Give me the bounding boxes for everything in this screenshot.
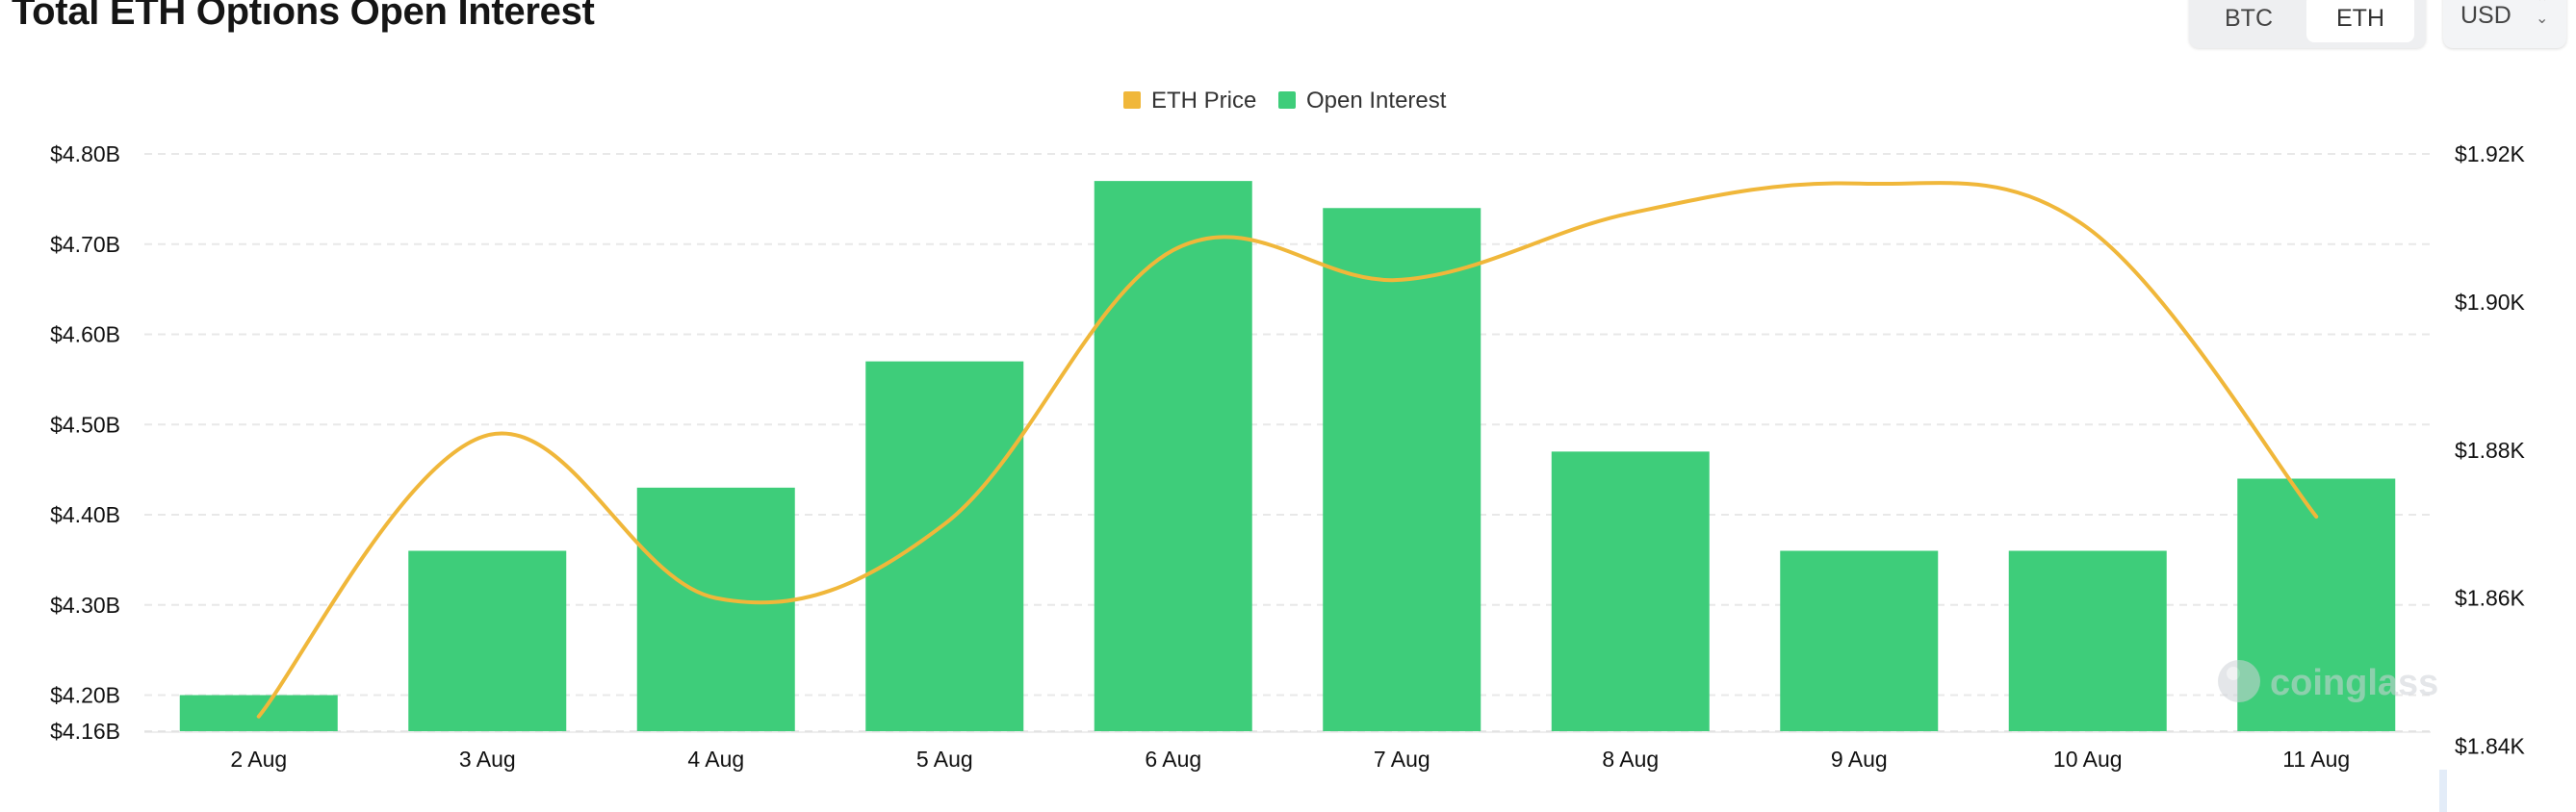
legend-swatch-open-interest <box>1278 91 1296 109</box>
y-axis-left: $4.80B $4.70B $4.60B $4.50B $4.40B $4.30B $4.2… <box>50 141 120 744</box>
y-left-tick-4: $4.40B <box>50 502 120 527</box>
x-tick-4: 6 Aug <box>1145 747 1201 772</box>
x-tick-9: 11 Aug <box>2282 747 2350 772</box>
y-right-tick-4: $1.84K <box>2455 734 2526 759</box>
legend-label-eth-price[interactable]: ETH Price <box>1151 88 1256 114</box>
y-right-tick-2: $1.88K <box>2455 438 2526 463</box>
y-left-tick-0: $4.80B <box>50 141 120 166</box>
x-tick-1: 3 Aug <box>459 747 516 772</box>
watermark: coinglass <box>2218 660 2438 703</box>
watermark-text: coinglass <box>2270 663 2438 703</box>
chevron-updown-icon: ⌃ ⌄ <box>2536 0 2549 27</box>
x-tick-6: 8 Aug <box>1602 747 1659 772</box>
x-tick-3: 5 Aug <box>916 747 973 772</box>
y-left-tick-5: $4.30B <box>50 593 120 618</box>
y-axis-right: $1.92K $1.90K $1.88K $1.86K $1.84K <box>2455 141 2526 759</box>
scrollbar-hint <box>2439 770 2447 812</box>
legend-label-open-interest[interactable]: Open Interest <box>1306 88 1447 114</box>
bar-10-aug <box>2008 550 2167 731</box>
x-tick-7: 9 Aug <box>1831 747 1888 772</box>
asset-toggle: BTC ETH <box>2189 0 2426 48</box>
y-left-tick-1: $4.70B <box>50 232 120 257</box>
bar-series-open-interest <box>179 181 2396 731</box>
bar-7-aug <box>1323 208 1481 731</box>
chart-legend: ETH Price Open Interest <box>1123 88 1447 114</box>
x-axis: 2 Aug 3 Aug 4 Aug 5 Aug 6 Aug 7 Aug 8 Aug 9 Aug… <box>144 731 2431 772</box>
coinglass-logo-inner <box>2227 667 2240 680</box>
currency-select[interactable]: USD ⌃ ⌄ <box>2443 0 2566 48</box>
y-right-tick-3: $1.86K <box>2455 586 2526 611</box>
x-tick-8: 10 Aug <box>2053 747 2123 772</box>
x-tick-0: 2 Aug <box>230 747 287 772</box>
asset-tab-eth[interactable]: ETH <box>2306 0 2414 42</box>
coinglass-logo-icon <box>2218 660 2260 702</box>
legend-swatch-eth-price <box>1123 91 1141 109</box>
bar-11-aug <box>2237 478 2396 731</box>
y-right-tick-0: $1.92K <box>2455 141 2526 166</box>
x-tick-2: 4 Aug <box>687 747 744 772</box>
x-tick-5: 7 Aug <box>1374 747 1430 772</box>
bar-6-aug <box>1094 181 1252 731</box>
bar-2-aug <box>179 695 338 731</box>
asset-tab-btc[interactable]: BTC <box>2225 4 2273 32</box>
bar-9-aug <box>1780 550 1939 731</box>
y-left-tick-3: $4.50B <box>50 412 120 437</box>
line-series-eth-price <box>256 181 2319 719</box>
y-left-tick-6: $4.20B <box>50 683 120 708</box>
bar-4-aug <box>636 487 795 731</box>
eth-price-line <box>256 181 2319 719</box>
y-left-tick-7: $4.16B <box>50 719 120 744</box>
bar-3-aug <box>408 550 567 731</box>
y-left-tick-2: $4.60B <box>50 322 120 347</box>
bar-5-aug <box>865 361 1024 731</box>
bar-8-aug <box>1551 451 1710 731</box>
currency-value: USD <box>2460 2 2512 29</box>
page-title: Total ETH Options Open Interest <box>12 0 595 33</box>
y-right-tick-1: $1.90K <box>2455 290 2526 315</box>
